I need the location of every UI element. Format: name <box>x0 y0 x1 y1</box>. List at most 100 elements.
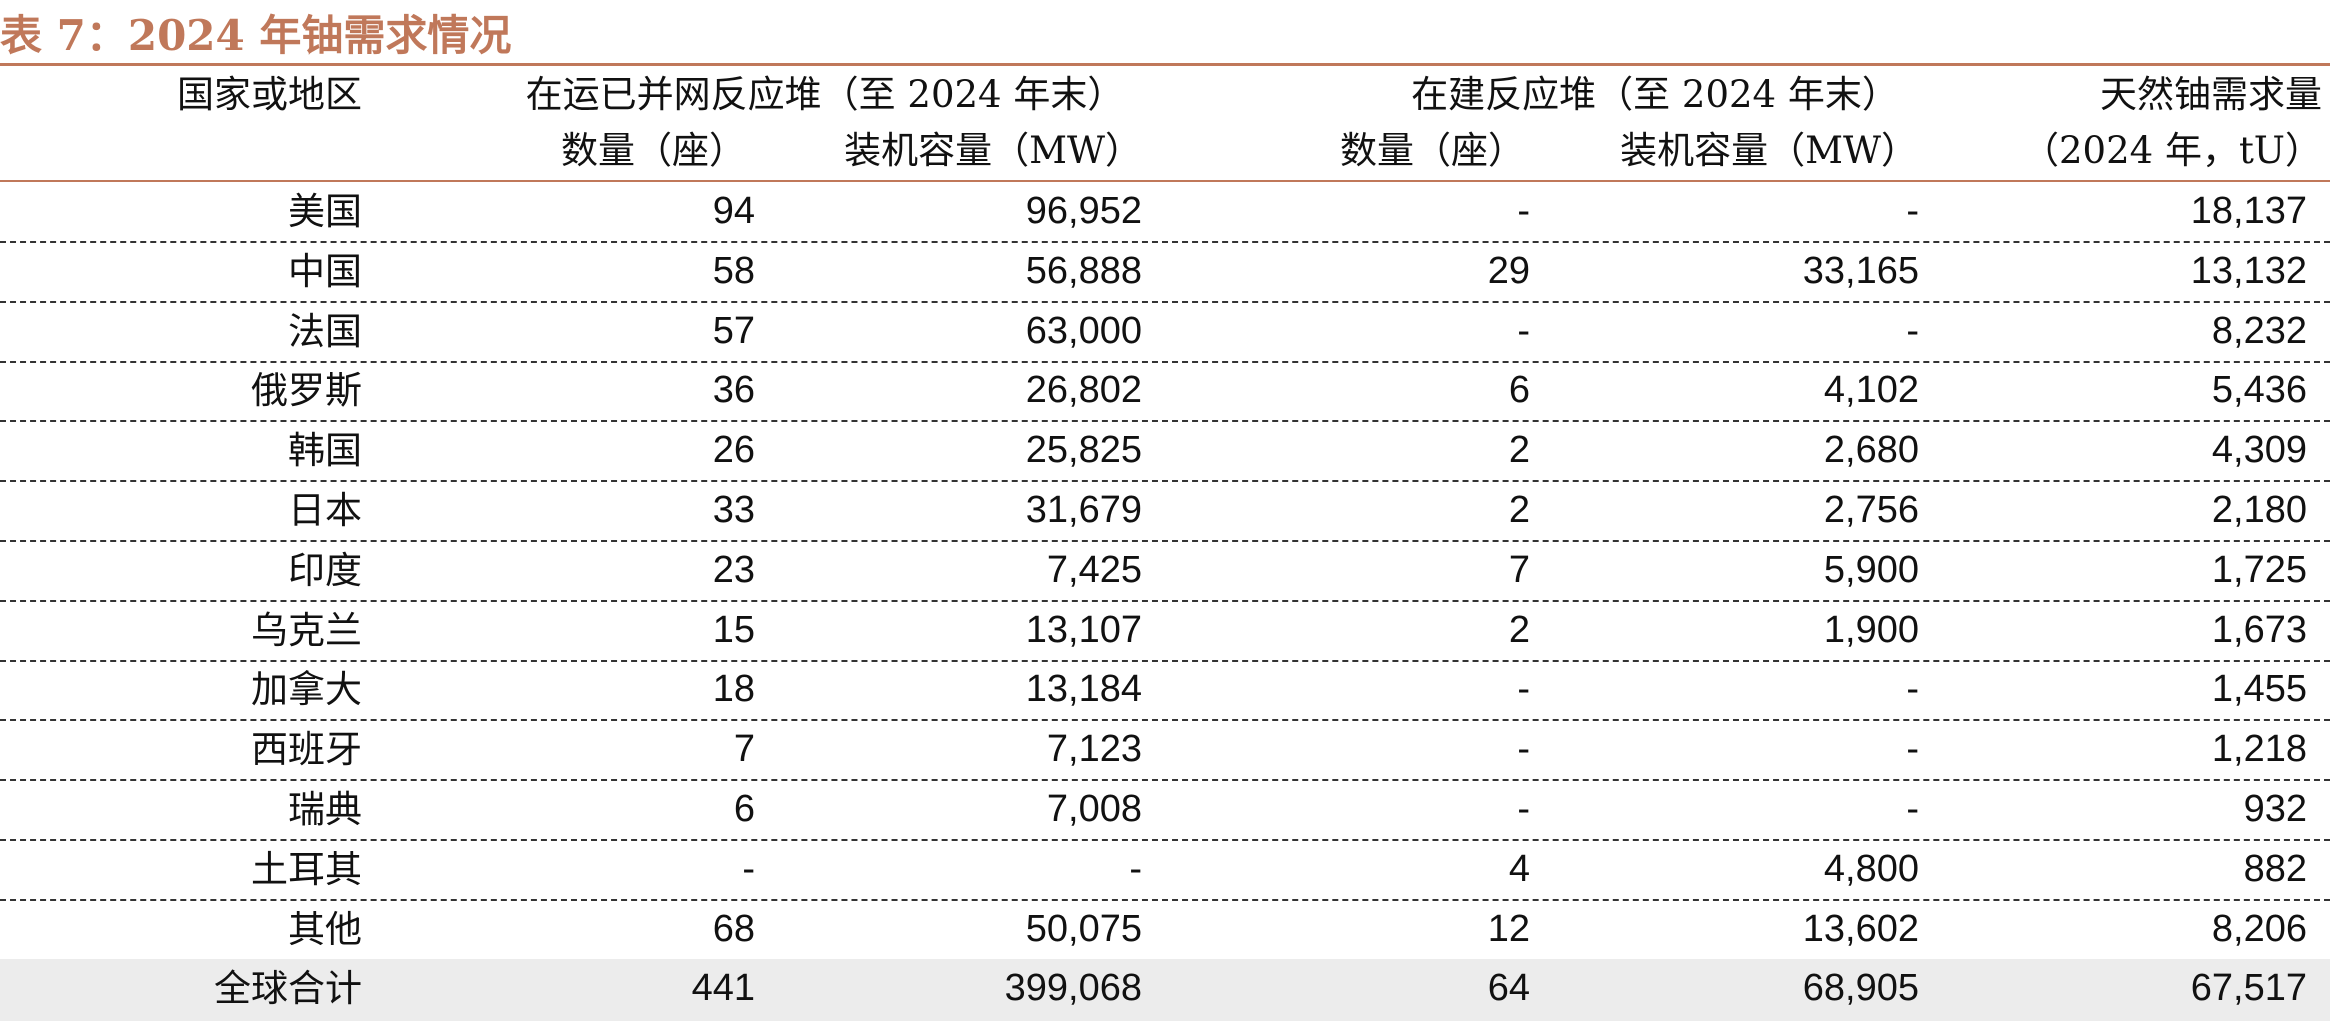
cn-count-cell: 2 <box>1508 489 1530 531</box>
cn-cap-cell: 4,102 <box>1823 369 1919 412</box>
demand-cell: 18,137 <box>2190 190 2307 232</box>
table-total-row: 全球合计 441 399,068 64 68,905 67,517 <box>0 959 2330 1021</box>
table-row: 其他 68 50,075 12 13,602 8,206 <box>0 900 2330 961</box>
header-country: 国家或地区 <box>177 73 362 116</box>
header-rule <box>0 180 2330 182</box>
country-cell: 印度 <box>288 548 362 592</box>
demand-cell: 1,673 <box>2211 608 2307 651</box>
op-count-cell: 23 <box>712 548 755 591</box>
table-row: 土耳其 - - 4 4,800 882 <box>0 840 2330 901</box>
demand-cell: 13,132 <box>2190 249 2307 292</box>
header-op-capacity: 装机容量（MW） <box>844 129 1142 172</box>
table-row: 日本 33 31,679 2 2,756 2,180 <box>0 481 2330 542</box>
cn-cap-cell: - <box>1906 788 1919 830</box>
op-cap-cell: 56,888 <box>1025 249 1142 292</box>
op-cap-cell: 63,000 <box>1025 309 1142 352</box>
op-cap-cell: - <box>1129 847 1142 890</box>
country-cell: 日本 <box>288 489 362 532</box>
country-cell: 其他 <box>288 907 362 951</box>
cn-cap-cell: - <box>1906 309 1919 352</box>
cn-count-cell: 7 <box>1508 548 1530 591</box>
op-cap-cell: 96,952 <box>1025 190 1142 232</box>
country-cell: 法国 <box>288 309 362 353</box>
demand-cell: 4,309 <box>2211 429 2307 472</box>
country-cell: 乌克兰 <box>251 608 362 652</box>
op-cap-cell: 25,825 <box>1025 429 1142 472</box>
op-count-cell: 26 <box>712 429 755 472</box>
op-count-cell: 441 <box>691 967 755 1010</box>
cn-count-cell: 4 <box>1508 847 1530 890</box>
cn-count-cell: - <box>1517 788 1530 830</box>
cn-count-cell: - <box>1517 728 1530 771</box>
header-operating-reactors: 在运已并网反应堆（至 2024 年末） <box>525 73 1125 116</box>
op-count-cell: 36 <box>712 369 755 412</box>
table-row: 俄罗斯 36 26,802 6 4,102 5,436 <box>0 361 2330 423</box>
op-count-cell: 7 <box>733 728 755 771</box>
cn-cap-cell: 33,165 <box>1802 249 1919 292</box>
op-count-cell: 15 <box>712 608 755 651</box>
op-count-cell: 18 <box>712 668 755 711</box>
op-cap-cell: 7,425 <box>1046 548 1142 591</box>
table-row: 瑞典 6 7,008 - - 932 <box>0 780 2330 841</box>
cn-count-cell: - <box>1517 309 1530 352</box>
demand-cell: 2,180 <box>2211 489 2307 531</box>
country-cell: 土耳其 <box>251 847 362 891</box>
cn-count-cell: 64 <box>1487 967 1530 1010</box>
op-count-cell: - <box>742 847 755 890</box>
demand-cell: 932 <box>2243 788 2307 830</box>
header-cn-capacity: 装机容量（MW） <box>1620 129 1918 172</box>
op-count-cell: 58 <box>712 249 755 292</box>
demand-cell: 8,232 <box>2211 309 2307 352</box>
cn-cap-cell: 1,900 <box>1823 608 1919 651</box>
table-row: 中国 58 56,888 29 33,165 13,132 <box>0 242 2330 303</box>
op-count-cell: 57 <box>712 309 755 352</box>
cn-count-cell: 2 <box>1508 429 1530 472</box>
op-cap-cell: 26,802 <box>1025 369 1142 412</box>
table-row: 法国 57 63,000 - - 8,232 <box>0 302 2330 363</box>
demand-cell: 5,436 <box>2211 369 2307 412</box>
cn-count-cell: - <box>1517 190 1530 232</box>
op-cap-cell: 13,107 <box>1025 608 1142 651</box>
cn-cap-cell: - <box>1906 190 1919 232</box>
demand-cell: 1,218 <box>2211 728 2307 771</box>
header-construction-reactors: 在建反应堆（至 2024 年末） <box>1411 73 1899 116</box>
country-cell: 美国 <box>288 190 362 233</box>
op-count-cell: 6 <box>733 788 755 830</box>
header-uranium-demand: 天然铀需求量 <box>2100 73 2322 116</box>
table-title: 表 7：2024 年铀需求情况 <box>0 11 512 60</box>
country-cell: 加拿大 <box>251 668 362 712</box>
op-cap-cell: 399,068 <box>1004 967 1142 1010</box>
cn-cap-cell: 68,905 <box>1802 967 1919 1010</box>
table-row: 西班牙 7 7,123 - - 1,218 <box>0 720 2330 782</box>
country-cell: 西班牙 <box>251 728 362 772</box>
demand-cell: 1,725 <box>2211 548 2307 591</box>
table-row: 韩国 26 25,825 2 2,680 4,309 <box>0 421 2330 483</box>
country-cell: 俄罗斯 <box>251 369 362 413</box>
demand-cell: 882 <box>2243 847 2307 890</box>
cn-cap-cell: 13,602 <box>1802 907 1919 950</box>
cn-cap-cell: 2,756 <box>1823 489 1919 531</box>
op-count-cell: 33 <box>712 489 755 531</box>
header-op-count: 数量（座） <box>561 129 746 172</box>
cn-count-cell: 29 <box>1487 249 1530 292</box>
op-cap-cell: 7,123 <box>1046 728 1142 771</box>
country-cell: 全球合计 <box>214 967 362 1011</box>
cn-count-cell: - <box>1517 668 1530 711</box>
op-cap-cell: 13,184 <box>1025 668 1142 711</box>
table-row: 乌克兰 15 13,107 2 1,900 1,673 <box>0 601 2330 662</box>
cn-cap-cell: - <box>1906 668 1919 711</box>
cn-cap-cell: 5,900 <box>1823 548 1919 591</box>
table-row: 印度 23 7,425 7 5,900 1,725 <box>0 541 2330 602</box>
demand-cell: 1,455 <box>2211 668 2307 711</box>
cn-count-cell: 2 <box>1508 608 1530 651</box>
cn-cap-cell: 4,800 <box>1823 847 1919 890</box>
cn-count-cell: 12 <box>1487 907 1530 950</box>
cn-cap-cell: 2,680 <box>1823 429 1919 472</box>
op-cap-cell: 7,008 <box>1046 788 1142 830</box>
country-cell: 韩国 <box>288 429 362 473</box>
cn-cap-cell: - <box>1906 728 1919 771</box>
title-rule <box>0 63 2330 66</box>
op-cap-cell: 31,679 <box>1025 489 1142 531</box>
table-row: 加拿大 18 13,184 - - 1,455 <box>0 660 2330 722</box>
country-cell: 瑞典 <box>288 788 362 831</box>
